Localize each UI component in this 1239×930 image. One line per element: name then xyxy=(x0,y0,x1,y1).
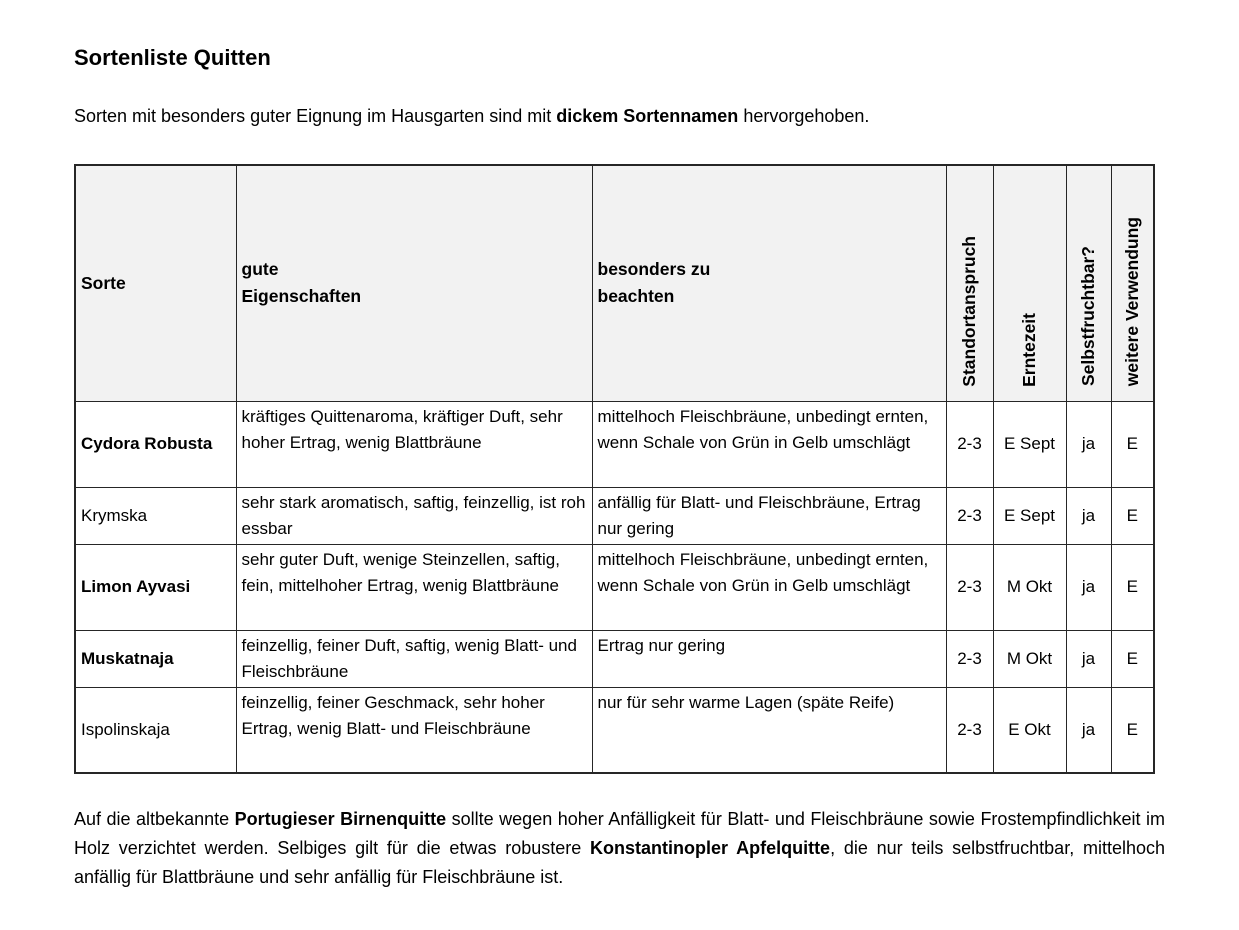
cell-beachten: Ertrag nur gering xyxy=(591,629,947,688)
table-row-limon-ayvasi: Limon Ayvasi sehr guter Duft, wenige Ste… xyxy=(74,543,1155,631)
cell-standortanspruch: 2-3 xyxy=(945,400,994,488)
cell-erntezeit: M Okt xyxy=(992,629,1067,688)
intro-paragraph: Sorten mit besonders guter Eignung im Ha… xyxy=(74,104,1165,128)
intro-text-before: Sorten mit besonders guter Eignung im Ha… xyxy=(74,106,557,126)
intro-bold-text: dickem Sortennamen xyxy=(556,106,739,126)
col-header-erntezeit: Erntezeit xyxy=(992,164,1067,402)
document-page: Sortenliste Quitten Sorten mit besonders… xyxy=(74,45,1165,892)
cell-sorte: Ispolinskaja xyxy=(74,686,237,774)
col-header-eigenschaften: gute Eigenschaften xyxy=(235,164,593,402)
cell-selbstfruchtbar: ja xyxy=(1065,400,1112,488)
col-header-sorte: Sorte xyxy=(74,164,237,402)
cell-sorte: Krymska xyxy=(74,486,237,545)
cell-verwendung: E xyxy=(1110,543,1155,631)
cell-beachten: mittelhoch Fleischbräune, unbedingt ernt… xyxy=(591,400,947,488)
cell-erntezeit: E Sept xyxy=(992,400,1067,488)
footer-bold-konstantinopler: Konstantinopler Apfelquitte xyxy=(590,838,831,858)
col-header-standortanspruch-label: Standortanspruch xyxy=(959,235,979,387)
col-header-verwendung-label: weitere Verwendung xyxy=(1121,217,1142,387)
cell-erntezeit: E Sept xyxy=(992,486,1067,545)
cell-beachten: nur für sehr warme Lagen (späte Reife) xyxy=(591,686,947,774)
cell-verwendung: E xyxy=(1110,686,1155,774)
table-row-ispolinskaja: Ispolinskaja feinzellig, feiner Geschmac… xyxy=(74,686,1155,774)
cell-selbstfruchtbar: ja xyxy=(1065,629,1112,688)
cell-standortanspruch: 2-3 xyxy=(945,486,994,545)
cell-sorte: Limon Ayvasi xyxy=(74,543,237,631)
footer-text-3: , die nur teils selbstfruchtbar, mittelh… xyxy=(74,838,1165,887)
table-row-muskatnaja: Muskatnaja feinzellig, feiner Duft, saft… xyxy=(74,629,1155,688)
col-header-beachten: besonders zu beachten xyxy=(591,164,947,402)
cell-eigenschaften: sehr guter Duft, wenige Steinzellen, saf… xyxy=(235,543,593,631)
intro-text-after: hervorgehoben. xyxy=(738,106,870,126)
col-header-erntezeit-label: Erntezeit xyxy=(1019,312,1039,387)
cell-beachten: anfällig für Blatt- und Fleischbräune, E… xyxy=(591,486,947,545)
col-header-selbstfruchtbar: Selbstfruchtbar? xyxy=(1065,164,1112,402)
varieties-table: Sorte gute Eigenschaften besonders zu be… xyxy=(74,164,1155,774)
table-row-cydora-robusta: Cydora Robusta kräftiges Quittenaroma, k… xyxy=(74,400,1155,488)
footer-text-2: sollte wegen hoher Anfälligkeit für Blat… xyxy=(74,809,1165,858)
cell-beachten: mittelhoch Fleischbräune, unbedingt ernt… xyxy=(591,543,947,631)
cell-sorte: Muskatnaja xyxy=(74,629,237,688)
cell-verwendung: E xyxy=(1110,486,1155,545)
cell-standortanspruch: 2-3 xyxy=(945,543,994,631)
table-row-krymska: Krymska sehr stark aromatisch, saftig, f… xyxy=(74,486,1155,545)
footer-text-1: Auf die altbekannte xyxy=(74,809,235,829)
col-header-selbstfruchtbar-label: Selbstfruchtbar? xyxy=(1078,246,1098,387)
cell-eigenschaften: feinzellig, feiner Duft, saftig, wenig B… xyxy=(235,629,593,688)
cell-selbstfruchtbar: ja xyxy=(1065,686,1112,774)
cell-verwendung: E xyxy=(1110,629,1155,688)
footer-paragraph: Auf die altbekannte Portugieser Birnenqu… xyxy=(74,805,1165,892)
cell-standortanspruch: 2-3 xyxy=(945,629,994,688)
cell-eigenschaften: feinzellig, feiner Geschmack, sehr hoher… xyxy=(235,686,593,774)
page-title: Sortenliste Quitten xyxy=(74,45,271,70)
cell-eigenschaften: sehr stark aromatisch, saftig, feinzelli… xyxy=(235,486,593,545)
col-header-verwendung: weitere Verwendung xyxy=(1110,164,1155,402)
cell-erntezeit: E Okt xyxy=(992,686,1067,774)
cell-verwendung: E xyxy=(1110,400,1155,488)
table-header-row: Sorte gute Eigenschaften besonders zu be… xyxy=(74,164,1155,402)
cell-sorte: Cydora Robusta xyxy=(74,400,237,488)
col-header-standortanspruch: Standortanspruch xyxy=(945,164,994,402)
cell-selbstfruchtbar: ja xyxy=(1065,543,1112,631)
cell-selbstfruchtbar: ja xyxy=(1065,486,1112,545)
footer-bold-portugieser: Portugieser Birnenquitte xyxy=(234,809,447,829)
cell-standortanspruch: 2-3 xyxy=(945,686,994,774)
cell-erntezeit: M Okt xyxy=(992,543,1067,631)
cell-eigenschaften: kräftiges Quittenaroma, kräftiger Duft, … xyxy=(235,400,593,488)
